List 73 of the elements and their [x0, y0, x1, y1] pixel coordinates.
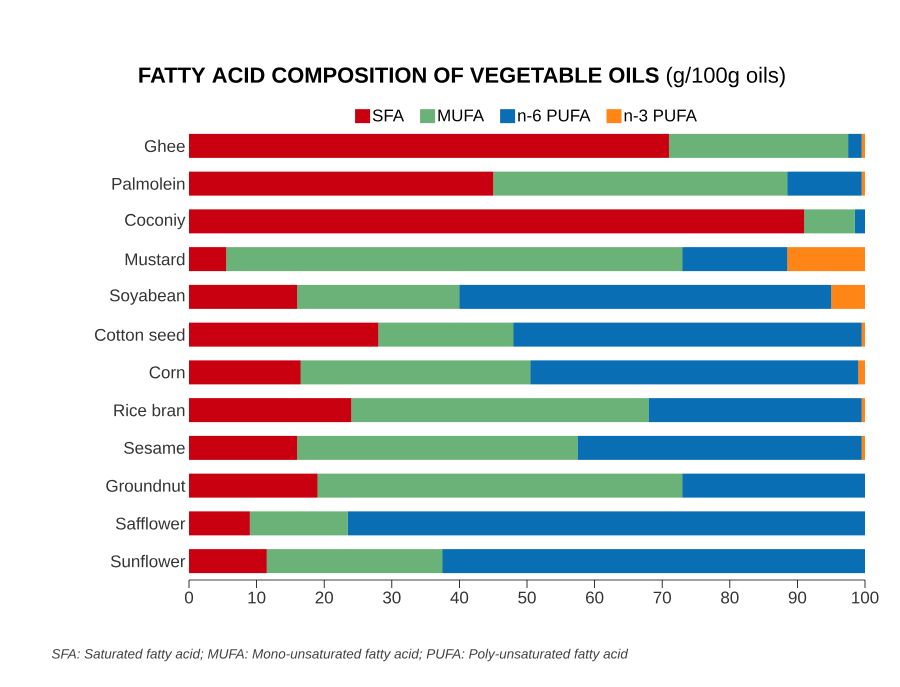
y-tick-label: Cotton seed — [95, 328, 184, 341]
bar — [189, 134, 669, 158]
bar — [317, 474, 682, 498]
bar — [297, 436, 578, 460]
y-tick-label: Soyabean — [110, 288, 184, 305]
text: SFA: Saturated fatty acid; MUFA: Mono-unsaturated fatty acid; PUFA: Poly-unsaturated fatty acid — [52, 648, 628, 662]
x-tick-label: 100 — [852, 592, 878, 604]
y-tick-label: Ghee — [144, 140, 185, 152]
bar — [189, 284, 298, 309]
bar — [787, 172, 862, 196]
y-tick-label: Sunflower — [110, 554, 186, 568]
x-tick-label: 30 — [383, 592, 401, 604]
bar — [862, 398, 866, 422]
y-tick-label: Coconiy — [125, 213, 186, 230]
bar — [297, 284, 460, 309]
bar — [189, 209, 804, 234]
bar — [442, 549, 866, 574]
legend-label: n-6 PUFA — [518, 109, 590, 122]
bar — [300, 360, 530, 384]
y-tick-label: Groundnut — [106, 479, 186, 492]
bar — [862, 322, 866, 347]
bar — [189, 172, 494, 196]
bar — [530, 360, 858, 384]
bar — [682, 474, 866, 498]
bar — [862, 172, 866, 196]
y-tick-label: Mustard — [126, 252, 184, 266]
bar — [858, 360, 866, 384]
bar — [804, 209, 855, 234]
bar — [189, 474, 318, 498]
legend-label: MUFA — [438, 110, 484, 122]
bar — [189, 549, 267, 574]
bar — [578, 436, 862, 460]
bar — [513, 322, 862, 347]
x-tick-label: 70 — [654, 592, 671, 604]
bar — [351, 398, 649, 422]
bar — [348, 511, 866, 536]
bar — [189, 322, 378, 347]
bar — [862, 134, 866, 158]
bar — [189, 360, 301, 384]
bar — [787, 247, 866, 272]
chart-title: FATTY ACID COMPOSITION OF VEGETABLE OILS (g/100g oils) — [139, 66, 785, 88]
bar — [854, 209, 866, 234]
x-tick-label: 90 — [788, 592, 806, 604]
bar — [250, 511, 348, 536]
bar — [848, 134, 862, 158]
bar — [668, 134, 848, 158]
bar — [459, 284, 832, 309]
x-tick-label: 60 — [586, 592, 604, 604]
legend-label: SFA — [372, 109, 404, 122]
bar — [493, 172, 788, 196]
x-tick-label: 10 — [248, 592, 266, 604]
bar — [189, 398, 352, 422]
x-tick-label: 0 — [184, 592, 194, 604]
x-tick-label: 50 — [518, 592, 536, 604]
bar — [189, 247, 226, 272]
bar — [378, 322, 514, 347]
bar — [831, 284, 866, 309]
bar — [189, 511, 250, 536]
y-tick-label: Palmolein — [112, 177, 184, 190]
bar — [682, 247, 788, 272]
bar — [226, 247, 682, 272]
bar — [266, 549, 443, 574]
legend-label: n-3 PUFA — [624, 109, 697, 122]
bar — [189, 436, 298, 460]
x-tick-label: 80 — [721, 592, 739, 604]
y-tick-label: Rice bran — [114, 404, 184, 416]
y-tick-label: Corn — [150, 366, 184, 378]
x-tick-label: 40 — [450, 592, 468, 604]
y-tick-label: Safflower — [116, 517, 186, 530]
y-tick-label: Sesame — [124, 442, 185, 454]
x-tick-label: 20 — [316, 592, 333, 604]
bar — [648, 398, 862, 422]
bar — [862, 436, 866, 460]
